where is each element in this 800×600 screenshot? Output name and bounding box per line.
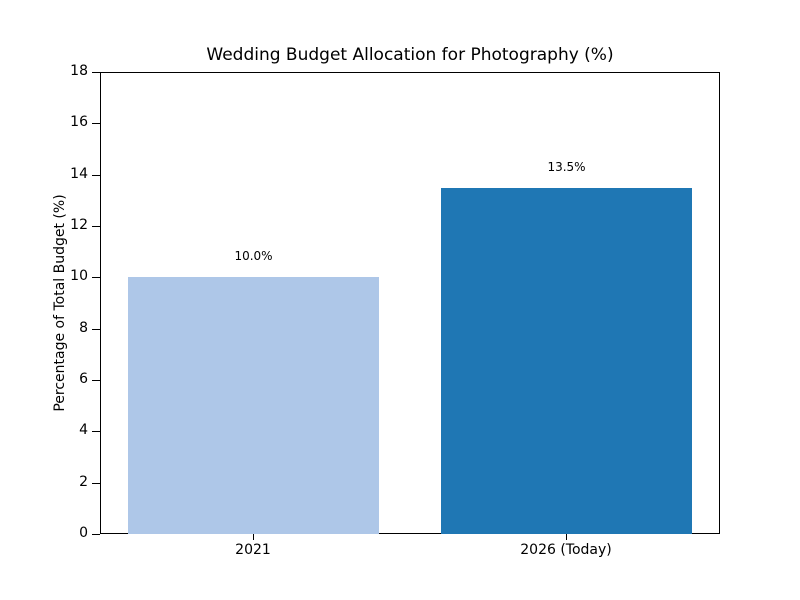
y-tick	[92, 72, 100, 73]
y-tick	[92, 123, 100, 124]
y-tick	[92, 534, 100, 535]
y-tick-label: 2	[79, 474, 88, 490]
y-tick	[92, 431, 100, 432]
y-tick	[92, 226, 100, 227]
y-tick	[92, 380, 100, 381]
x-tick-2026-today	[566, 534, 567, 540]
y-tick	[92, 483, 100, 484]
bar-2021	[128, 277, 379, 534]
x-tick-2021	[253, 534, 254, 540]
y-tick-label: 8	[79, 320, 88, 336]
y-tick-label: 4	[79, 422, 88, 438]
y-tick-label: 12	[70, 217, 88, 233]
y-tick	[92, 329, 100, 330]
y-tick-label: 10	[70, 268, 88, 284]
y-tick-label: 14	[70, 166, 88, 182]
chart-title: Wedding Budget Allocation for Photograph…	[206, 45, 614, 65]
y-tick-label: 16	[70, 114, 88, 130]
y-tick-label: 6	[79, 371, 88, 387]
y-tick-label: 18	[70, 63, 88, 79]
bar-value-label-2021: 10.0%	[234, 249, 273, 264]
x-tick-label-2021: 2021	[235, 542, 271, 558]
plot-area	[100, 72, 720, 534]
y-tick	[92, 277, 100, 278]
bar-value-label-2026-today: 13.5%	[547, 159, 586, 174]
y-tick	[92, 175, 100, 176]
bar-2026-today	[441, 187, 692, 534]
y-tick-label: 0	[79, 525, 88, 541]
x-tick-label-2026-today: 2026 (Today)	[520, 542, 612, 558]
